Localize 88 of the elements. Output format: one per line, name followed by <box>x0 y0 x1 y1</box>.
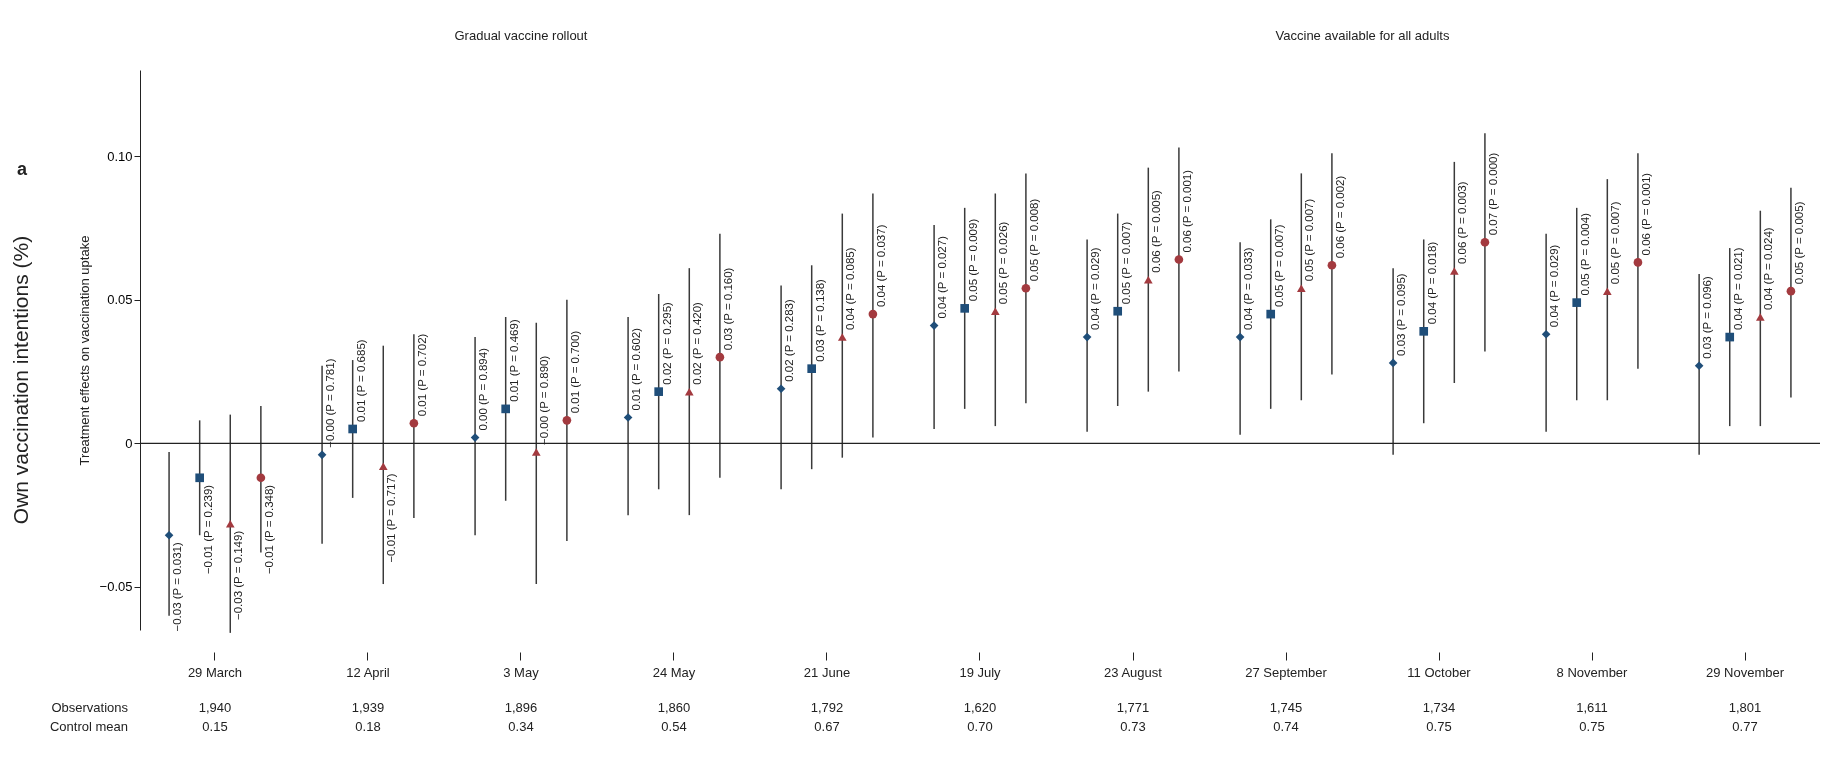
text: 1,860 <box>657 700 691 715</box>
y-tick-label: 0 <box>125 435 133 451</box>
data-label: 0.01 (P = 0.602) <box>630 327 643 411</box>
data-label: 0.06 (P = 0.002) <box>1333 175 1346 259</box>
data-label: −0.01 (P = 0.239) <box>201 484 214 575</box>
data-label: 0.04 (P = 0.037) <box>874 224 887 308</box>
x-tick-label: 21 June <box>803 664 851 680</box>
text: Own vaccination intentions (%) <box>9 235 32 525</box>
data-label: 0.03 (P = 0.095) <box>1395 273 1408 356</box>
data-label: 0.05 (P = 0.008) <box>1027 198 1040 282</box>
text: 1,734 <box>1422 700 1456 715</box>
data-label: 0.04 (P = 0.033) <box>1242 247 1255 331</box>
text: 0.15 <box>202 719 228 734</box>
data-label: 0.01 (P = 0.702) <box>415 333 428 417</box>
x-tick-label: 3 May <box>503 664 540 680</box>
data-label: 0.06 (P = 0.003) <box>1456 181 1469 265</box>
data-label: 0.06 (P = 0.001) <box>1639 172 1652 256</box>
data-label: 0.05 (P = 0.007) <box>1119 221 1132 305</box>
data-label: −0.03 (P = 0.031) <box>171 542 184 632</box>
y-tick-label: −0.05 <box>99 579 133 595</box>
text: 1,745 <box>1269 700 1303 715</box>
text: 0.75 <box>1426 719 1452 734</box>
data-label: 0.04 (P = 0.021) <box>1731 247 1744 331</box>
data-label: 0.07 (P = 0.000) <box>1486 152 1499 236</box>
text: 0.73 <box>1120 719 1146 734</box>
data-label: 0.02 (P = 0.420) <box>691 301 704 385</box>
text: 0.70 <box>967 719 993 734</box>
data-label: 0.05 (P = 0.009) <box>966 218 979 302</box>
text: Vaccine available for all adults <box>1275 28 1450 43</box>
data-label: −0.00 (P = 0.890) <box>538 355 551 445</box>
text: 1,801 <box>1728 700 1762 715</box>
text: 1,940 <box>198 700 232 715</box>
data-label: 0.04 (P = 0.029) <box>1548 244 1561 328</box>
data-label: 0.05 (P = 0.005) <box>1792 201 1805 285</box>
data-label: 0.05 (P = 0.026) <box>997 221 1010 305</box>
data-label: 0.06 (P = 0.005) <box>1150 189 1163 273</box>
text: Control mean <box>49 719 128 734</box>
text: 1,939 <box>351 700 385 715</box>
y-tick-label: 0.10 <box>107 148 133 164</box>
text: 0.67 <box>814 719 840 734</box>
x-tick-label: 24 May <box>652 664 696 680</box>
data-label: 0.05 (P = 0.007) <box>1272 224 1285 308</box>
data-label: −0.00 (P = 0.781) <box>324 358 337 448</box>
data-label: −0.01 (P = 0.348) <box>262 484 275 575</box>
data-label: 0.01 (P = 0.469) <box>507 319 520 402</box>
data-label: 0.00 (P = 0.894) <box>477 347 490 431</box>
x-tick-label: 12 April <box>346 664 390 680</box>
data-label: 0.06 (P = 0.001) <box>1180 169 1193 253</box>
text: 0.77 <box>1732 719 1758 734</box>
text: 1,620 <box>963 700 997 715</box>
data-label: 0.05 (P = 0.004) <box>1578 212 1591 296</box>
text: 1,792 <box>810 700 844 715</box>
x-tick-label: 8 November <box>1556 664 1629 680</box>
y-axis-title: Treatment effects on vaccination uptake <box>76 235 92 466</box>
data-label: 0.02 (P = 0.283) <box>783 299 796 382</box>
text: Gradual vaccine rollout <box>454 28 588 43</box>
data-label: 0.05 (P = 0.007) <box>1609 201 1622 285</box>
text: a <box>16 159 28 179</box>
x-tick-label: 29 November <box>1706 664 1785 680</box>
text: 0.18 <box>355 719 381 734</box>
x-tick-label: 11 October <box>1407 664 1472 680</box>
text: 0.34 <box>508 719 534 734</box>
text: 1,611 <box>1576 700 1608 715</box>
data-label: 0.02 (P = 0.295) <box>660 301 673 385</box>
data-label: 0.05 (P = 0.007) <box>1303 198 1316 282</box>
data-label: −0.01 (P = 0.717) <box>385 473 398 563</box>
text: 1,896 <box>504 700 538 715</box>
data-label: 0.01 (P = 0.700) <box>568 330 581 414</box>
text: 1,771 <box>1116 700 1150 715</box>
data-label: −0.03 (P = 0.149) <box>232 530 245 621</box>
text: 0.54 <box>661 719 687 734</box>
data-label: 0.04 (P = 0.027) <box>936 235 949 319</box>
data-label: 0.04 (P = 0.029) <box>1089 247 1102 331</box>
data-label: 0.03 (P = 0.160) <box>721 267 734 351</box>
x-tick-label: 27 September <box>1245 664 1328 680</box>
text: 0.75 <box>1579 719 1605 734</box>
data-label: 0.04 (P = 0.018) <box>1425 241 1438 325</box>
data-label: 0.03 (P = 0.138) <box>813 278 826 362</box>
x-tick-label: 19 July <box>959 664 1002 680</box>
data-label: 0.03 (P = 0.096) <box>1701 276 1714 359</box>
x-tick-label: 23 August <box>1104 664 1163 680</box>
text: 0.74 <box>1273 719 1299 734</box>
text: Observations <box>51 700 129 715</box>
data-label: 0.01 (P = 0.685) <box>354 339 367 422</box>
data-label: 0.04 (P = 0.085) <box>844 247 857 331</box>
x-tick-label: 29 March <box>187 664 243 680</box>
y-tick-label: 0.05 <box>107 292 133 308</box>
data-label: 0.04 (P = 0.024) <box>1762 227 1775 310</box>
